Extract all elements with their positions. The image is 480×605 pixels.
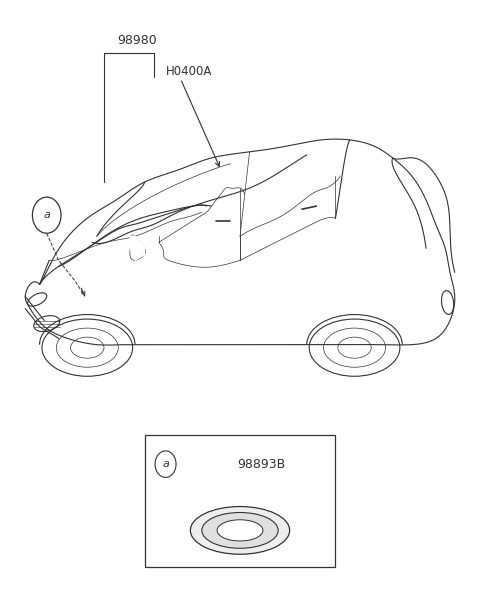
Ellipse shape <box>217 520 263 541</box>
Circle shape <box>33 197 61 234</box>
Text: 98893B: 98893B <box>237 457 285 471</box>
Ellipse shape <box>202 512 278 548</box>
FancyBboxPatch shape <box>144 435 336 567</box>
Text: 98980: 98980 <box>117 33 156 47</box>
Polygon shape <box>130 237 144 260</box>
Text: a: a <box>162 459 169 469</box>
Text: a: a <box>43 210 50 220</box>
Circle shape <box>155 451 176 477</box>
Text: H0400A: H0400A <box>166 65 213 79</box>
Ellipse shape <box>191 506 289 554</box>
